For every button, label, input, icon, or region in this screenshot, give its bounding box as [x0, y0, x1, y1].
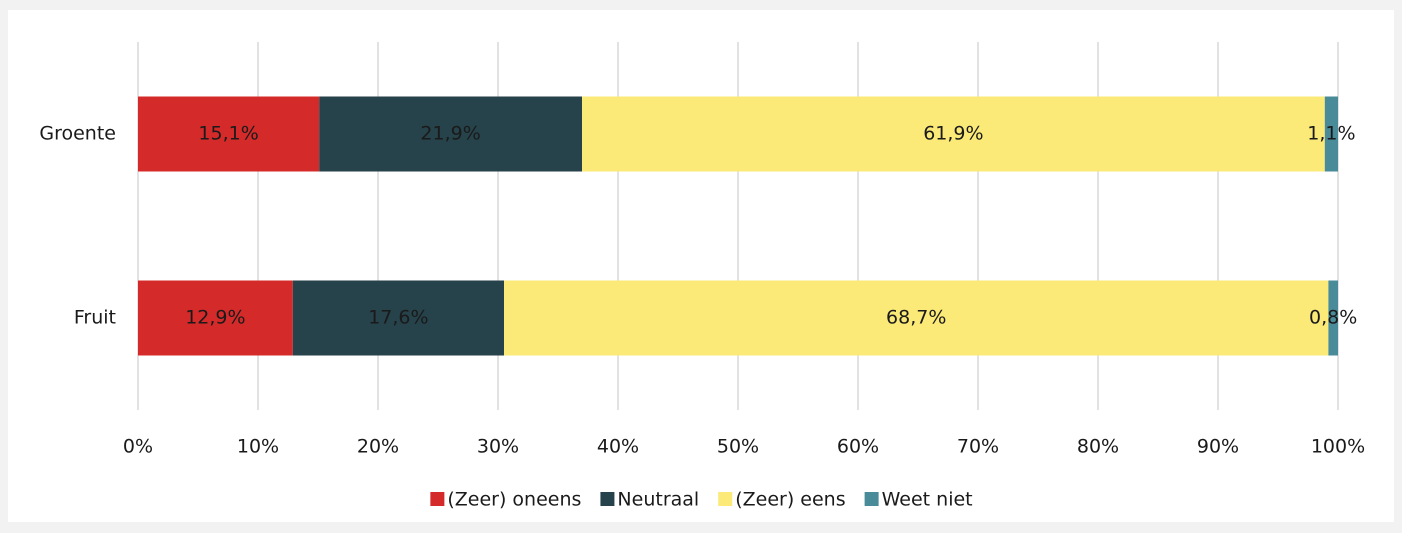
x-tick-label: 50% — [717, 436, 759, 458]
legend-label: (Zeer) eens — [735, 489, 845, 511]
x-tick-label: 60% — [837, 436, 879, 458]
bar-segment — [292, 280, 504, 356]
legend-swatch — [600, 492, 615, 506]
legend-swatch — [864, 492, 879, 506]
data-label: 17,6% — [368, 307, 428, 329]
x-tick-label: 10% — [237, 436, 279, 458]
bar-segment — [1328, 280, 1338, 356]
data-label: 21,9% — [420, 123, 480, 145]
legend-label: Weet niet — [882, 489, 973, 511]
y-tick-label: Fruit — [74, 307, 116, 329]
data-label: 12,9% — [185, 307, 245, 329]
legend-swatch — [718, 492, 733, 506]
bar-segment — [138, 280, 293, 356]
x-tick-label: 70% — [957, 436, 999, 458]
x-tick-label: 90% — [1197, 436, 1239, 458]
x-tick-label: 30% — [477, 436, 519, 458]
bar-segment — [504, 280, 1329, 356]
bar-segment — [582, 96, 1325, 172]
legend-label: Neutraal — [617, 489, 699, 511]
data-label: 0,8% — [1309, 307, 1357, 329]
y-tick-label: Groente — [39, 123, 116, 145]
x-tick-label: 80% — [1077, 436, 1119, 458]
data-label: 1,1% — [1307, 123, 1355, 145]
bar-segment — [138, 96, 320, 172]
x-tick-label: 20% — [357, 436, 399, 458]
bar-segment — [319, 96, 582, 172]
x-tick-label: 40% — [597, 436, 639, 458]
x-tick-label: 0% — [123, 436, 153, 458]
chart-panel — [8, 10, 1394, 522]
x-tick-label: 100% — [1311, 436, 1365, 458]
legend-swatch — [430, 492, 445, 506]
legend-label: (Zeer) oneens — [447, 489, 581, 511]
bar-segment — [1324, 96, 1338, 172]
data-label: 61,9% — [923, 123, 983, 145]
data-label: 15,1% — [198, 123, 258, 145]
data-label: 68,7% — [886, 307, 946, 329]
